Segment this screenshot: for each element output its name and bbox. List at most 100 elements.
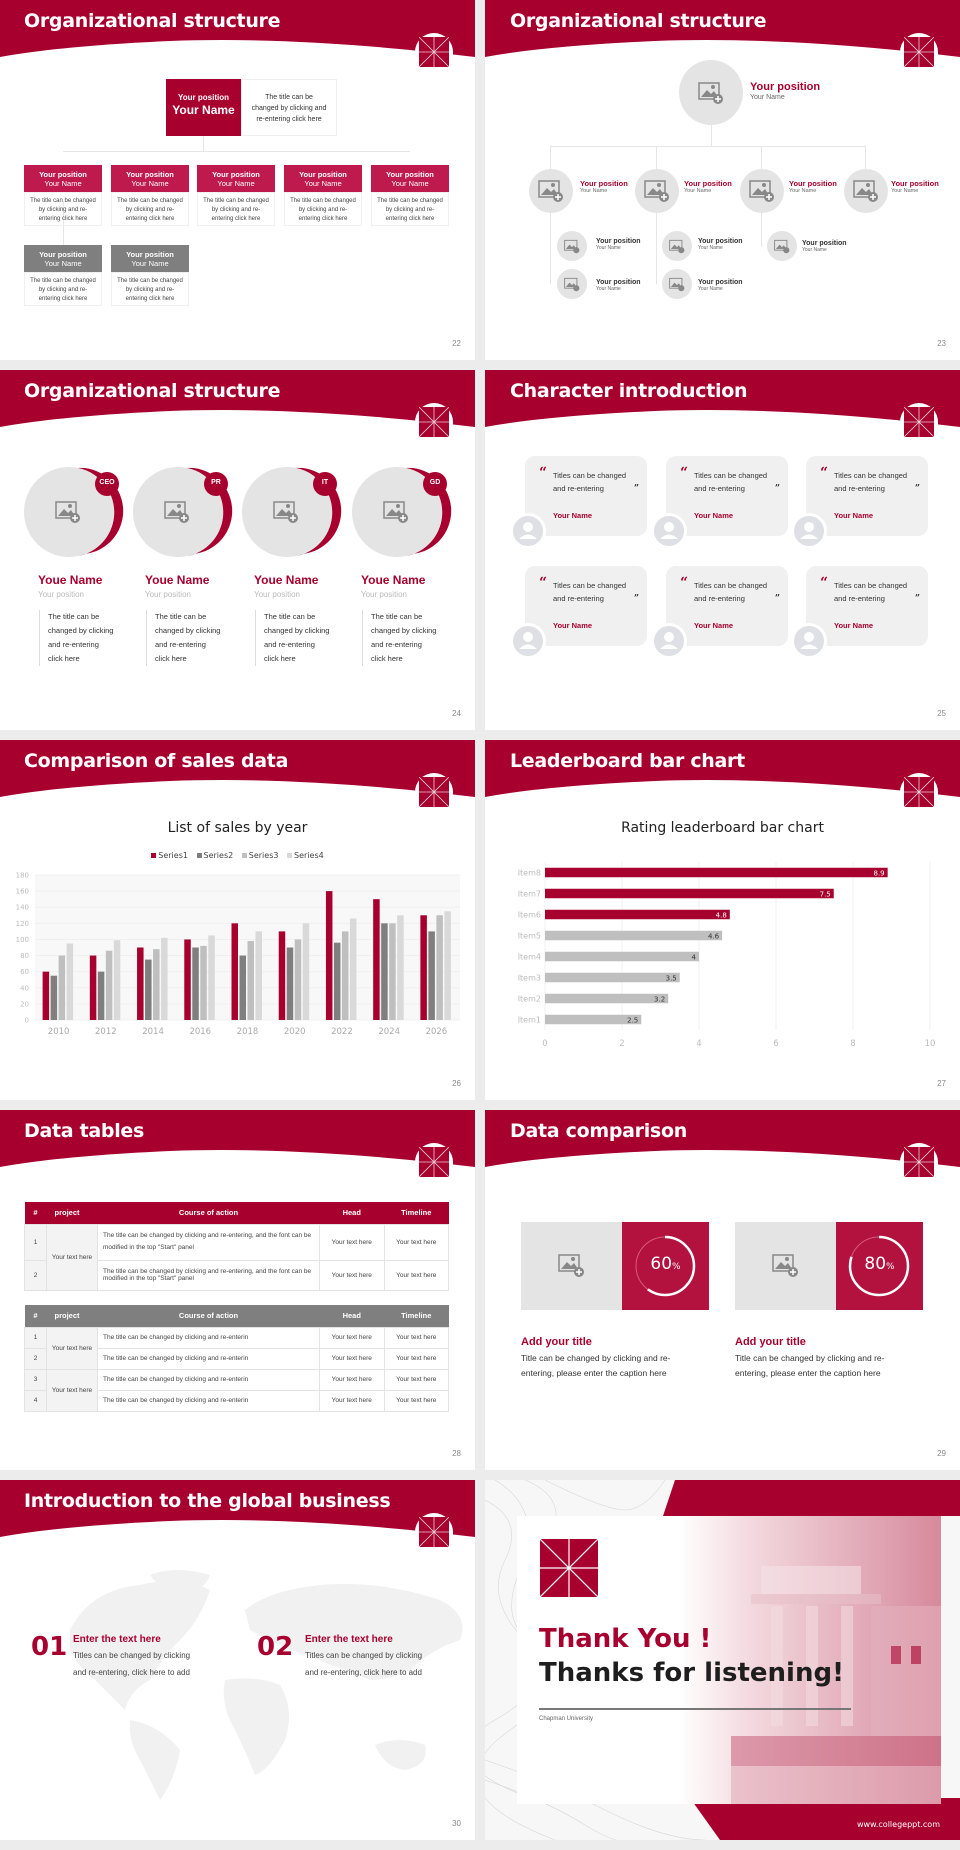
slide-24[interactable]: Organizational structure CEO PR IT GD Yo… xyxy=(0,370,475,730)
profile-photo[interactable]: CEO xyxy=(24,467,124,567)
slide-30[interactable]: Introduction to the global business 01 E… xyxy=(0,1480,475,1840)
bar xyxy=(428,931,435,1020)
photo-placeholder[interactable] xyxy=(662,269,692,299)
org-child-box[interactable]: Your position Your Name The title can be c… xyxy=(197,165,275,226)
avatar-icon[interactable] xyxy=(791,623,827,659)
photo-placeholder[interactable] xyxy=(740,169,784,213)
bar xyxy=(325,891,333,1020)
data-table-1: # project Course of action Head Timeline 1 Yo… xyxy=(24,1202,449,1291)
person-description: The title can be changed by clicking and r… xyxy=(146,610,226,666)
svg-text:100: 100 xyxy=(16,936,29,944)
bar xyxy=(89,955,97,1020)
bar xyxy=(208,935,215,1020)
slide-22[interactable]: Organizational structure Your position Y… xyxy=(0,0,475,360)
avatar-icon[interactable] xyxy=(651,513,687,549)
bar xyxy=(97,971,105,1020)
photo-placeholder[interactable] xyxy=(557,269,587,299)
svg-text:2022: 2022 xyxy=(331,1027,353,1037)
open-quote-icon: “ xyxy=(680,575,689,591)
bar xyxy=(545,909,730,920)
bar xyxy=(239,955,246,1020)
progress-ring-80: 80% xyxy=(836,1222,923,1310)
add-image-icon xyxy=(774,239,790,253)
header-band xyxy=(485,370,960,430)
page-number: 26 xyxy=(452,1079,461,1088)
avatar-icon[interactable] xyxy=(651,623,687,659)
photo-placeholder[interactable] xyxy=(557,231,587,261)
connector xyxy=(761,146,762,171)
legend-item: Series4 xyxy=(287,851,324,860)
bar xyxy=(58,955,66,1020)
org-child-box[interactable]: Your position Your Name The title can be c… xyxy=(371,165,449,226)
university-name: Chapman University xyxy=(539,1716,594,1722)
position-label: Your position Your Name xyxy=(802,240,847,253)
slide-29[interactable]: Data comparison 60% 80% Add your title T… xyxy=(485,1110,960,1470)
profile-photo[interactable]: IT xyxy=(242,467,342,567)
quote-card[interactable]: “Titles can be changed and re-entering” Yo… xyxy=(806,456,928,536)
quote-card[interactable]: “Titles can be changed and re-entering” Yo… xyxy=(525,566,647,646)
quote-card[interactable]: “Titles can be changed and re-entering” Yo… xyxy=(666,456,788,536)
college-crest-icon xyxy=(900,33,938,71)
org-child-box[interactable]: Your position Your Name The title can be c… xyxy=(284,165,362,226)
avatar-icon[interactable] xyxy=(791,513,827,549)
person-description: The title can be changed by clicking and r… xyxy=(362,610,442,666)
bar xyxy=(105,950,113,1020)
college-crest-icon xyxy=(900,403,938,441)
slide-27[interactable]: Leaderboard bar chart Rating leaderboard… xyxy=(485,740,960,1100)
connector xyxy=(550,146,865,147)
table-row[interactable]: 3 Your text here The title can be changed … xyxy=(24,1368,449,1412)
header-band xyxy=(0,0,475,60)
svg-text:4: 4 xyxy=(692,953,697,961)
org-child-box[interactable]: Your position Your Name The title can be c… xyxy=(111,165,189,226)
slide-26[interactable]: Comparison of sales data List of sales b… xyxy=(0,740,475,1100)
header-band xyxy=(485,1110,960,1170)
photo-placeholder[interactable] xyxy=(635,169,679,213)
add-image-icon xyxy=(698,81,723,104)
photo-placeholder[interactable] xyxy=(529,169,573,213)
position-label: Your position Your Name xyxy=(891,179,939,194)
photo-placeholder[interactable] xyxy=(844,169,888,213)
college-crest-icon xyxy=(415,403,453,441)
legend-item: Series1 xyxy=(151,851,188,860)
position-label: Your position Your Name xyxy=(596,238,641,251)
svg-text:10: 10 xyxy=(925,1039,936,1049)
photo-placeholder[interactable] xyxy=(679,60,743,125)
org-child-box[interactable]: Your position Your Name The title can be c… xyxy=(24,165,102,226)
close-quote-icon: ” xyxy=(914,594,920,604)
table-row[interactable]: 4 The title can be changed by clicking an… xyxy=(24,1389,449,1412)
org-child-box[interactable]: Your position Your Name The title can be c… xyxy=(24,245,102,306)
org-child-box[interactable]: Your position Your Name The title can be c… xyxy=(111,245,189,306)
slide-23[interactable]: Organizational structure Your position Yo… xyxy=(485,0,960,360)
avatar-icon[interactable] xyxy=(510,623,546,659)
quote-card[interactable]: “Titles can be changed and re-entering” Yo… xyxy=(525,456,647,536)
chart-title: List of sales by year xyxy=(167,820,308,836)
bar-chart: 0 2 4 6 8 10 8.9 Item8 7.5 Item7 4.8 Item6 4.6 Item5 4… xyxy=(485,850,960,1060)
header-band xyxy=(0,1110,475,1170)
avatar-icon[interactable] xyxy=(510,513,546,549)
bar xyxy=(66,943,74,1020)
org-top-box[interactable]: Your position Your Name xyxy=(166,79,241,136)
college-crest-icon xyxy=(415,33,453,71)
svg-text:2024: 2024 xyxy=(378,1027,400,1037)
table-row[interactable]: 1 Your text here The title can be changed … xyxy=(24,1326,449,1370)
bar xyxy=(545,993,669,1004)
chart-title: Rating leaderboard bar chart xyxy=(621,820,824,836)
svg-text:0: 0 xyxy=(542,1039,547,1049)
svg-text:Item3: Item3 xyxy=(518,973,541,982)
slide-thank-you[interactable]: Thank You ! Thanks for listening! Chapma… xyxy=(485,1480,960,1840)
photo-placeholder[interactable] xyxy=(767,231,797,261)
image-placeholder[interactable] xyxy=(521,1222,622,1310)
add-image-icon xyxy=(564,239,580,253)
profile-photo[interactable]: GD xyxy=(352,467,452,567)
bar xyxy=(545,888,834,899)
website-link[interactable]: www.collegeppt.com xyxy=(856,1820,940,1829)
table-row[interactable]: 2 The title can be changed by clicking an… xyxy=(24,1259,449,1291)
quote-card[interactable]: “Titles can be changed and re-entering” Yo… xyxy=(806,566,928,646)
table-row[interactable]: 1 Your text here The title can be changed … xyxy=(24,1223,449,1291)
slide-28[interactable]: Data tables # project Course of action Head… xyxy=(0,1110,475,1470)
image-placeholder[interactable] xyxy=(735,1222,836,1310)
photo-placeholder[interactable] xyxy=(662,231,692,261)
profile-photo[interactable]: PR xyxy=(133,467,233,567)
quote-card[interactable]: “Titles can be changed and re-entering” Yo… xyxy=(666,566,788,646)
slide-25[interactable]: Character introduction “Titles can be ch… xyxy=(485,370,960,730)
